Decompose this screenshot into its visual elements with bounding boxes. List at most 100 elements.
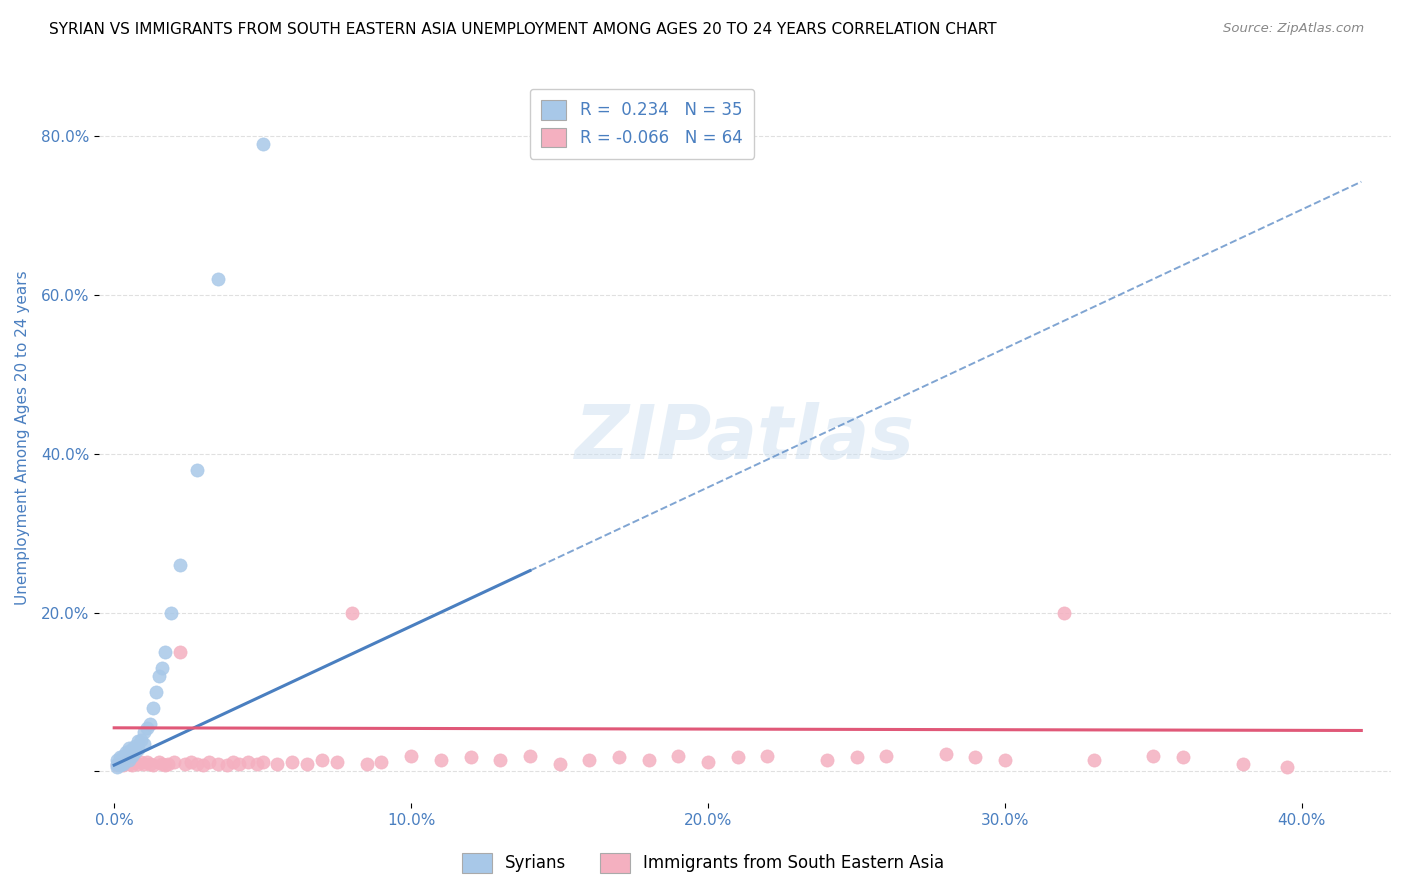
Point	[697, 755, 720, 769]
Point	[460, 750, 482, 764]
Point	[207, 272, 229, 286]
Point	[108, 758, 131, 772]
Legend: R =  0.234   N = 35, R = -0.066   N = 64: R = 0.234 N = 35, R = -0.066 N = 64	[530, 88, 754, 159]
Point	[215, 758, 238, 772]
Point	[607, 750, 630, 764]
Point	[311, 753, 333, 767]
Point	[356, 756, 378, 771]
Point	[236, 755, 259, 769]
Point	[105, 756, 128, 771]
Point	[115, 750, 138, 764]
Point	[198, 755, 221, 769]
Point	[139, 756, 162, 771]
Text: ZIPatlas: ZIPatlas	[575, 401, 915, 475]
Point	[148, 669, 170, 683]
Point	[132, 724, 155, 739]
Point	[252, 137, 274, 152]
Point	[295, 756, 318, 771]
Point	[124, 739, 146, 753]
Point	[162, 755, 184, 769]
Point	[666, 748, 689, 763]
Point	[169, 558, 191, 573]
Point	[1275, 760, 1298, 774]
Point	[994, 753, 1017, 767]
Legend: Syrians, Immigrants from South Eastern Asia: Syrians, Immigrants from South Eastern A…	[456, 847, 950, 880]
Y-axis label: Unemployment Among Ages 20 to 24 years: Unemployment Among Ages 20 to 24 years	[15, 271, 30, 606]
Point	[548, 756, 571, 771]
Point	[115, 745, 138, 759]
Point	[186, 756, 208, 771]
Point	[115, 755, 138, 769]
Point	[156, 756, 179, 771]
Point	[108, 750, 131, 764]
Point	[121, 742, 143, 756]
Point	[129, 732, 152, 747]
Point	[246, 756, 269, 771]
Point	[1171, 750, 1194, 764]
Point	[127, 742, 149, 756]
Point	[399, 748, 422, 763]
Point	[578, 753, 600, 767]
Point	[174, 756, 197, 771]
Point	[112, 758, 135, 772]
Point	[105, 753, 128, 767]
Point	[153, 645, 176, 659]
Point	[129, 755, 152, 769]
Text: SYRIAN VS IMMIGRANTS FROM SOUTH EASTERN ASIA UNEMPLOYMENT AMONG AGES 20 TO 24 YE: SYRIAN VS IMMIGRANTS FROM SOUTH EASTERN …	[49, 22, 997, 37]
Point	[112, 753, 135, 767]
Point	[132, 756, 155, 771]
Point	[180, 755, 202, 769]
Point	[326, 755, 349, 769]
Point	[142, 701, 165, 715]
Point	[112, 748, 135, 763]
Point	[135, 721, 157, 735]
Point	[105, 758, 128, 772]
Point	[370, 755, 392, 769]
Point	[1083, 753, 1105, 767]
Point	[965, 750, 987, 764]
Point	[139, 716, 162, 731]
Point	[228, 756, 250, 771]
Point	[121, 758, 143, 772]
Point	[108, 755, 131, 769]
Point	[519, 748, 541, 763]
Point	[108, 756, 131, 771]
Text: Source: ZipAtlas.com: Source: ZipAtlas.com	[1223, 22, 1364, 36]
Point	[281, 755, 304, 769]
Point	[118, 740, 141, 755]
Point	[845, 750, 868, 764]
Point	[815, 753, 838, 767]
Point	[127, 734, 149, 748]
Point	[124, 755, 146, 769]
Point	[1053, 606, 1076, 620]
Point	[132, 737, 155, 751]
Point	[127, 756, 149, 771]
Point	[207, 756, 229, 771]
Point	[118, 753, 141, 767]
Point	[637, 753, 659, 767]
Point	[118, 756, 141, 771]
Point	[118, 747, 141, 761]
Point	[266, 756, 288, 771]
Point	[150, 756, 173, 771]
Point	[105, 760, 128, 774]
Point	[1142, 748, 1164, 763]
Point	[148, 755, 170, 769]
Point	[159, 606, 181, 620]
Point	[135, 755, 157, 769]
Point	[121, 748, 143, 763]
Point	[193, 758, 215, 772]
Point	[145, 685, 167, 699]
Point	[430, 753, 453, 767]
Point	[112, 756, 135, 771]
Point	[150, 661, 173, 675]
Point	[252, 755, 274, 769]
Point	[340, 606, 363, 620]
Point	[186, 463, 208, 477]
Point	[222, 755, 245, 769]
Point	[875, 748, 897, 763]
Point	[489, 753, 512, 767]
Point	[153, 758, 176, 772]
Point	[935, 747, 957, 761]
Point	[756, 748, 779, 763]
